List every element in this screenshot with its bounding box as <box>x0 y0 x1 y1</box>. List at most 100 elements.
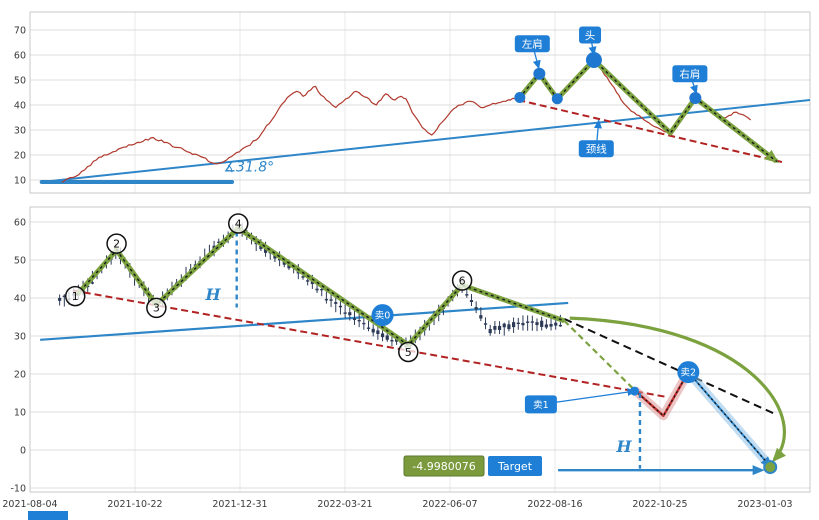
candle-body <box>488 329 492 334</box>
candle-body <box>306 280 310 282</box>
target-label-text: Target <box>497 460 533 473</box>
pivot-dot <box>551 93 563 105</box>
x-tick-label: 2022-08-16 <box>527 499 582 510</box>
y-tick-label: 10 <box>14 176 26 187</box>
pivot-circle-5 <box>398 341 419 363</box>
y-tick-label: 20 <box>14 151 26 162</box>
candle-body <box>301 276 305 278</box>
y-tick-label: 40 <box>14 101 26 112</box>
target-label-badge <box>488 456 542 476</box>
candle-body <box>58 297 62 301</box>
candle-body <box>324 298 328 301</box>
candle-body <box>516 322 520 325</box>
head-label <box>579 26 602 44</box>
price-line <box>61 59 752 183</box>
x-tick-label: 2021-12-31 <box>212 499 267 510</box>
plot-border <box>29 206 811 493</box>
right-shoulder-label <box>672 65 708 83</box>
x-tick-label: 2022-06-07 <box>422 499 477 510</box>
x-tick-label: 2022-10-25 <box>632 499 687 510</box>
candle-body <box>540 320 544 327</box>
candle-body <box>90 282 94 284</box>
angle-annotation: ∡31.8° <box>223 159 274 175</box>
candle-body <box>273 255 277 259</box>
candle-body <box>483 323 488 325</box>
height-label: H <box>616 437 633 456</box>
right-shoulder-label-text: 右肩 <box>679 68 700 81</box>
y-tick-label: 70 <box>14 26 26 37</box>
candle-body <box>390 340 394 342</box>
candle-body <box>507 324 511 330</box>
candle-body <box>259 245 263 250</box>
neckline-label-label-text: 颈线 <box>586 143 607 156</box>
candle-body <box>544 324 548 328</box>
candle-body <box>521 322 525 326</box>
candle-body <box>380 333 385 338</box>
candle-body <box>554 322 558 326</box>
candle-body <box>526 321 530 323</box>
candle-body <box>334 302 338 304</box>
pivot-circle-6 <box>451 270 473 291</box>
candle-body <box>366 327 371 329</box>
y-tick-label: 50 <box>14 76 26 87</box>
pivot-circle-3 <box>146 297 167 319</box>
red-v-line <box>633 371 690 417</box>
target-badges: -4.9980076 Target <box>403 455 542 477</box>
pivot-dot <box>533 67 546 80</box>
candle-body <box>474 307 478 310</box>
candle-body <box>502 323 506 328</box>
candle-body <box>338 305 343 308</box>
candle-body <box>362 322 366 325</box>
footer-accent <box>28 511 68 520</box>
neckline-label-label <box>578 140 614 158</box>
target-dot <box>763 460 778 475</box>
pivot-number-2: 2 <box>113 237 120 250</box>
y-tick-label: 50 <box>14 256 26 267</box>
candle-body <box>469 300 474 303</box>
y-tick-label: 0 <box>20 446 26 457</box>
y-tick-label: 60 <box>14 218 26 229</box>
sell-1-label <box>524 395 557 414</box>
candle-body <box>315 288 319 291</box>
sell-0-marker <box>371 304 394 327</box>
rising-trendline <box>40 301 569 341</box>
candle-body <box>535 322 539 326</box>
candle-body <box>217 241 221 244</box>
candle-body <box>385 335 389 340</box>
sell-1-dot <box>630 386 639 396</box>
pivot-dot <box>689 92 702 104</box>
candle-body <box>348 312 352 316</box>
x-tick-label: 2021-08-04 <box>2 499 57 510</box>
y-tick-label: -10 <box>10 484 26 495</box>
candle-body <box>497 325 502 331</box>
x-tick-label: 2021-10-22 <box>107 499 162 510</box>
y-tick-label: 40 <box>14 294 26 305</box>
y-tick-label: 10 <box>14 408 26 419</box>
y-tick-label: 30 <box>14 332 26 343</box>
pivot-number-3: 3 <box>153 302 160 315</box>
candle-body <box>329 299 333 301</box>
target-value-badge <box>403 455 485 477</box>
pivot-number-5: 5 <box>405 346 412 359</box>
candle-body <box>310 281 314 285</box>
left-shoulder-label-text: 左肩 <box>522 38 543 51</box>
bottom-chart: -10 0 10 20 30 40 50 60 H H 1 2 3 4 5 6 卖0 卖2 卖1 <box>10 206 811 495</box>
x-axis: 2021-08-04 2021-10-22 2021-12-31 2022-03-21… <box>2 499 793 520</box>
candle-body <box>320 288 324 291</box>
x-tick-label: 2023-01-03 <box>737 499 792 510</box>
candle-body <box>493 326 497 330</box>
candle-body <box>352 318 357 321</box>
height-label: H <box>205 285 222 304</box>
pivot-dot <box>585 52 602 68</box>
candle-body <box>512 322 516 328</box>
neckline-dashed <box>518 99 783 163</box>
plot-border <box>29 11 811 194</box>
candle-body <box>549 323 553 327</box>
candle-body <box>371 328 375 333</box>
target-value-text: -4.9980076 <box>412 460 475 473</box>
head-label-text: 头 <box>585 30 596 42</box>
candle-body <box>263 248 268 253</box>
